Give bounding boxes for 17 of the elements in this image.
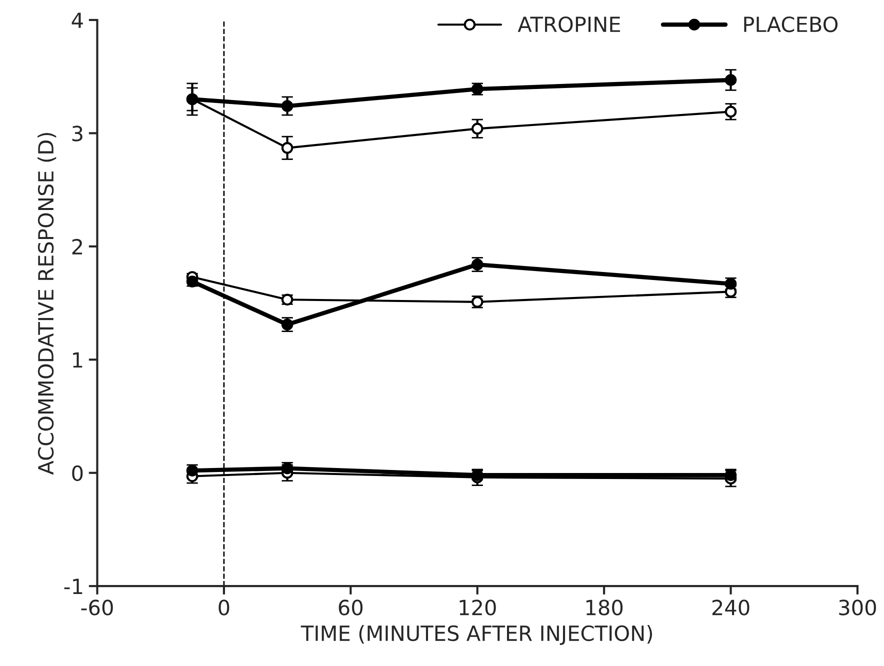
y-tick-label: 4: [72, 12, 83, 28]
x-tick-label: 240: [712, 600, 750, 616]
x-tick-label: 0: [218, 600, 230, 616]
x-tick-label: 60: [338, 600, 363, 616]
x-tick-label: 300: [839, 600, 876, 616]
y-tick-label: 2: [72, 238, 82, 254]
y-axis-title: ACCOMMODATIVE RESPONSE (D): [38, 132, 56, 475]
x-tick-label: 180: [586, 600, 623, 616]
y-tick-label: 1: [73, 352, 82, 368]
legend-label: ATROPINE: [518, 16, 620, 32]
x-axis-title: TIME (MINUTES AFTER INJECTION): [300, 625, 652, 645]
y-tick-label: 0: [72, 465, 83, 482]
legend-label: PLACEBO: [744, 16, 838, 32]
y-tick-label: -1: [64, 578, 82, 594]
y-tick-label: 3: [72, 126, 82, 142]
x-tick-label: 120: [460, 600, 496, 616]
x-tick-label: -60: [81, 600, 113, 616]
